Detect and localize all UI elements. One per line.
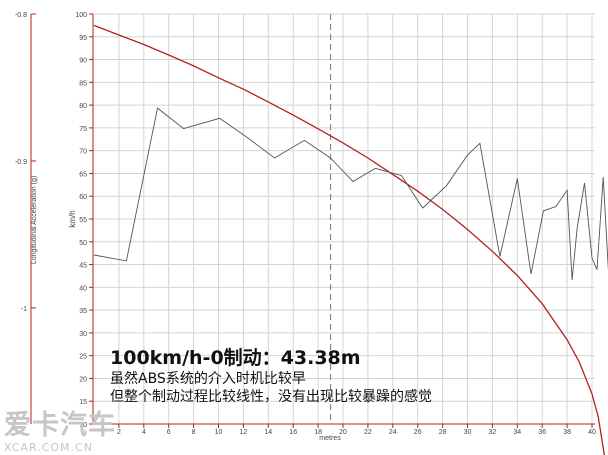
x-tick-label: 38	[563, 429, 571, 436]
speed-tick-label: 95	[79, 35, 87, 42]
speed-tick-label: 65	[79, 171, 87, 178]
x-tick-label: 10	[215, 429, 223, 436]
acceleration-curve	[93, 107, 608, 281]
speed-tick-label: 30	[79, 331, 87, 338]
x-tick-label: 40	[588, 429, 596, 436]
tick-labels: -0.8 -0.9 -1 10 15 20 25 30 35 40 45 50 55 60 65 70 75 80…	[15, 12, 596, 442]
speed-tick-label: 60	[79, 194, 87, 201]
x-tick-label: 32	[489, 429, 497, 436]
speed-tick-label: 50	[79, 240, 87, 247]
x-tick-label: 24	[389, 429, 397, 436]
grid-lines	[93, 13, 595, 425]
axes	[30, 13, 595, 428]
x-tick-label: 6	[167, 429, 171, 436]
accel-axis-title: Longitudinal Acceleration (g)	[31, 176, 38, 264]
speed-tick-label: 85	[79, 80, 87, 87]
x-tick-label: 22	[364, 429, 372, 436]
watermark-site: XCAR.COM.CN	[4, 441, 93, 454]
speed-tick-label: 45	[79, 263, 87, 270]
x-axis-title: metres	[319, 435, 341, 442]
x-tick-label: 14	[264, 429, 272, 436]
x-tick-label: 4	[142, 429, 146, 436]
speed-tick-label: 20	[79, 376, 87, 383]
x-tick-label: 12	[240, 429, 248, 436]
x-tick-label: 28	[439, 429, 447, 436]
speed-tick-label: 90	[79, 58, 87, 65]
speed-tick-label: 40	[79, 285, 87, 292]
speed-tick-label: 100	[75, 12, 87, 19]
accel-tick-label: -0.8	[15, 12, 27, 19]
x-tick-label: 36	[538, 429, 546, 436]
x-tick-label: 26	[414, 429, 422, 436]
plot-area	[93, 14, 608, 455]
speed-tick-label: 15	[79, 399, 87, 406]
annotation-line-2: 但整个制动过程比较线性，没有出现比较暴躁的感觉	[110, 389, 432, 405]
annotation-headline: 100km/h-0制动：43.38m	[110, 347, 361, 369]
speed-curve	[93, 24, 606, 455]
watermark-brand: 爱卡汽车	[4, 410, 116, 441]
speed-tick-label: 75	[79, 126, 87, 133]
speed-tick-label: 80	[79, 103, 87, 110]
speed-tick-label: 55	[79, 217, 87, 224]
x-tick-label: 16	[289, 429, 297, 436]
accel-tick-label: -0.9	[15, 159, 27, 166]
speed-axis-title: km/h	[68, 210, 77, 227]
test-annotation: 100km/h-0制动：43.38m 虽然ABS系统的介入时机比较早 但整个制动…	[110, 346, 432, 406]
x-tick-label: 20	[339, 429, 347, 436]
x-tick-label: 2	[117, 429, 121, 436]
watermark: 爱卡汽车 XCAR.COM.CN	[4, 412, 116, 454]
speed-tick-label: 35	[79, 308, 87, 315]
x-tick-label: 8	[192, 429, 196, 436]
x-tick-label: 18	[314, 429, 322, 436]
speed-tick-label: 70	[79, 149, 87, 156]
speed-tick-label: 10	[79, 422, 87, 429]
x-tick-label: 30	[464, 429, 472, 436]
annotation-line-1: 虽然ABS系统的介入时机比较早	[110, 371, 306, 387]
x-tick-label: 34	[513, 429, 521, 436]
accel-tick-label: -1	[21, 306, 27, 313]
speed-tick-label: 25	[79, 354, 87, 361]
